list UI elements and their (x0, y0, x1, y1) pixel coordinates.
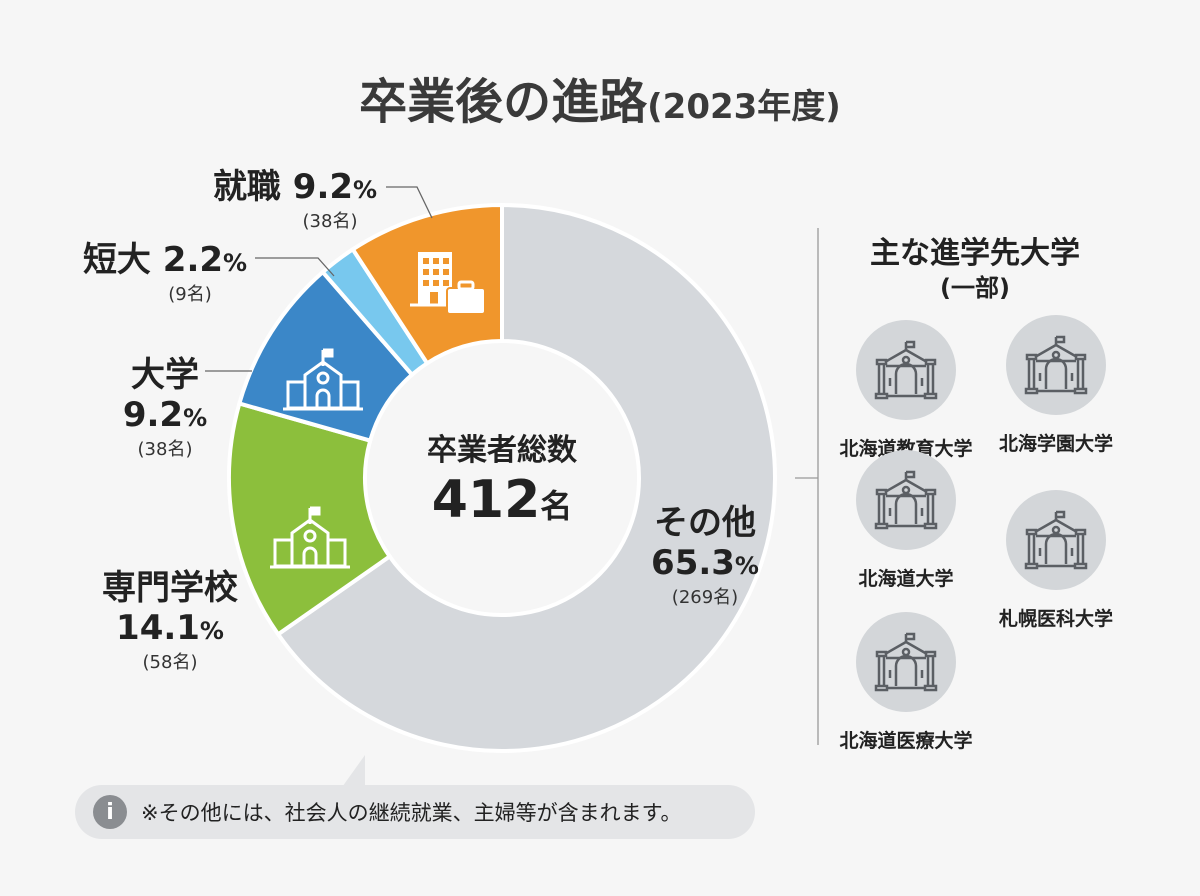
donut-slice (275, 202, 777, 753)
university-icon (1006, 315, 1106, 415)
university-item: 北海道教育大学 (821, 320, 991, 461)
total-value: 412名 (431, 470, 573, 530)
school-building-icon (270, 506, 350, 569)
university-item: 札幌医科大学 (971, 490, 1141, 631)
university-icon (1006, 490, 1106, 590)
university-icon (856, 320, 956, 420)
label-daigaku: 大学 9.2% (38名) (122, 355, 208, 460)
label-sonota: その他 65.3% (269名) (651, 503, 759, 608)
university-icon (856, 450, 956, 550)
leader-line-tandai (255, 257, 335, 277)
label-tandai: 短大 2.2% (9名) (82, 240, 248, 305)
university-item: 北海学園大学 (971, 315, 1141, 456)
info-icon: i (93, 795, 127, 829)
universities-title: 主な進学先大学 (870, 236, 1080, 271)
note-callout: i ※その他には、社会人の継続就業、主婦等が含まれます。 (75, 785, 755, 839)
leader-line-shushoku (386, 186, 433, 219)
universities-subtitle: (一部) (940, 274, 1010, 302)
label-senmon: 専門学校 14.1% (58名) (102, 568, 238, 673)
office-briefcase-icon (410, 252, 486, 315)
note-text: ※その他には、社会人の継続就業、主婦等が含まれます。 (141, 801, 682, 825)
label-shushoku: 就職 9.2% (38名) (212, 167, 378, 232)
page-title: 卒業後の進路(2023年度) (359, 74, 841, 130)
total-label: 卒業者総数 (427, 433, 577, 468)
university-item: 北海道大学 (821, 450, 991, 591)
university-icon (856, 612, 956, 712)
university-item: 北海道医療大学 (821, 612, 991, 753)
university-building-icon (283, 348, 363, 411)
